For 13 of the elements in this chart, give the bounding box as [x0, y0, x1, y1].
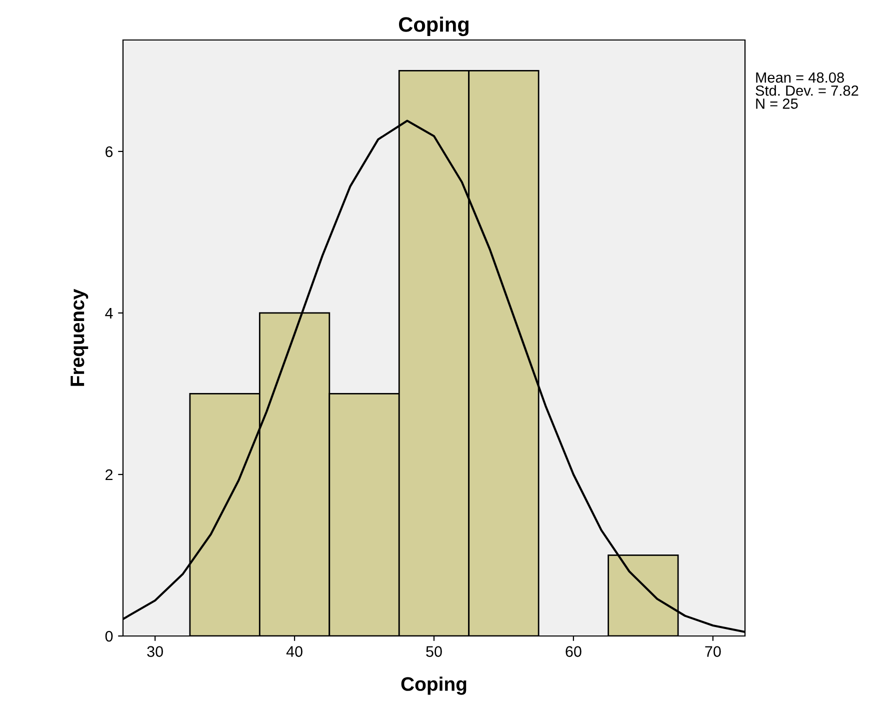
chart-title: Coping	[398, 16, 468, 36]
x-tick-label: 70	[705, 646, 721, 657]
x-axis-title: Coping	[401, 676, 466, 695]
text: Mean = 48.08 Std. Dev. = 7.82 N = 25	[756, 72, 858, 109]
y-tick-label: 4	[105, 308, 113, 318]
x-tick-label: 50	[426, 646, 442, 657]
x-tick-label: 60	[566, 646, 582, 657]
y-tick-label: 0	[105, 630, 113, 642]
y-axis-title: Frequency	[70, 288, 88, 386]
x-tick-label: 40	[286, 646, 302, 657]
y-tick-label: 2	[106, 469, 113, 480]
x-tick-label: 30	[147, 646, 163, 657]
y-tick-label: 6	[106, 146, 113, 158]
